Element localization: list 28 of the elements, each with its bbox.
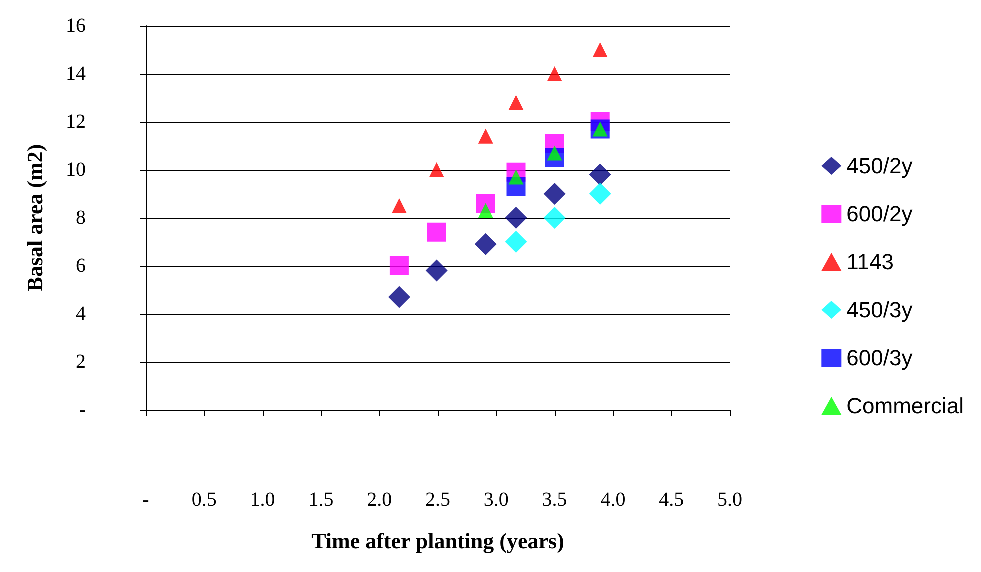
x-tick-label: 0.5 — [192, 489, 217, 511]
legend-label: 600/2y — [846, 202, 913, 226]
y-tick-label: 4 — [76, 303, 86, 325]
legend-label: 450/2y — [846, 154, 913, 178]
x-tick-label: 3.5 — [542, 489, 568, 511]
legend-label: 1143 — [846, 250, 894, 274]
y-tick-label: 12 — [66, 111, 86, 133]
x-tick-label: 5.0 — [718, 489, 742, 511]
legend-label: Commercial — [846, 394, 964, 418]
legend-label: 450/3y — [846, 298, 913, 322]
x-axis-title: Time after planting (years) — [312, 528, 564, 554]
legend-label: 600/3y — [846, 346, 913, 370]
y-tick-label: 2 — [76, 351, 86, 373]
x-tick-label: 4.5 — [659, 489, 684, 511]
x-tick-label: 1.0 — [250, 489, 276, 511]
x-tick-label: 4.0 — [600, 489, 626, 511]
y-tick-label: 8 — [76, 207, 86, 229]
y-tick-label: 10 — [66, 159, 86, 181]
x-tick-label: 1.5 — [308, 489, 334, 511]
y-tick-label: 14 — [66, 63, 86, 85]
x-tick-label: 3.0 — [484, 489, 509, 511]
x-tick-label: 2.0 — [367, 489, 392, 511]
x-tick-label: 2.5 — [426, 489, 450, 511]
x-tick-label: - — [142, 489, 150, 511]
y-axis-title: Basal area (m2) — [22, 144, 48, 292]
y-tick-label: - — [79, 399, 86, 421]
y-tick-label: 6 — [76, 255, 86, 277]
y-tick-label: 16 — [66, 15, 86, 37]
